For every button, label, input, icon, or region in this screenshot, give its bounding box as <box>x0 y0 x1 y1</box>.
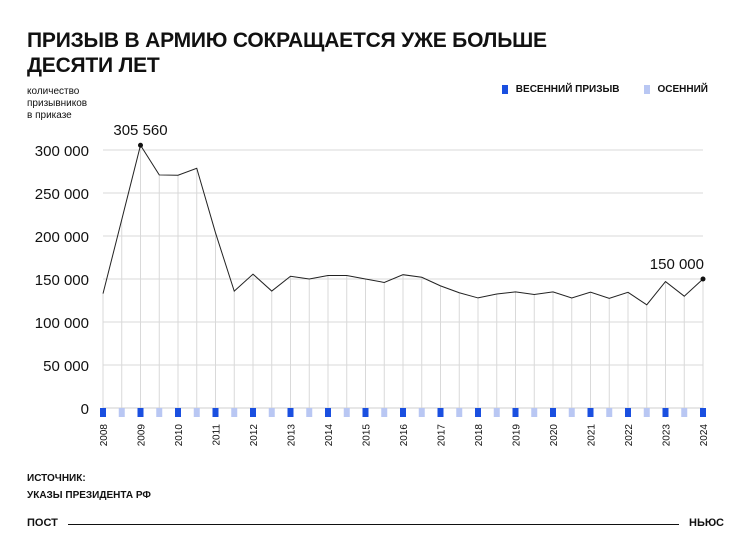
spring-marker <box>400 408 406 417</box>
autumn-marker <box>568 408 575 417</box>
legend-item-autumn: ОСЕННИЙ <box>643 84 709 95</box>
x-tick-label: 2015 <box>362 424 373 447</box>
x-tick-label: 2010 <box>174 424 185 447</box>
legend-label-spring: ВЕСЕННИЙ ПРИЗЫВ <box>515 84 620 95</box>
autumn-marker <box>343 408 350 417</box>
x-tick-label: 2011 <box>212 424 223 446</box>
autumn-marker <box>118 408 125 417</box>
legend-item-spring: ВЕСЕННИЙ ПРИЗЫВ <box>501 84 620 95</box>
spring-marker <box>512 408 519 417</box>
autumn-marker <box>681 408 688 417</box>
spring-marker <box>662 408 669 417</box>
spring-marker <box>137 408 144 417</box>
y-axis-label-line-2: призывников <box>27 98 88 109</box>
autumn-marker <box>193 408 200 417</box>
autumn-marker <box>231 408 238 417</box>
data-point-marker <box>138 142 143 148</box>
autumn-marker <box>456 408 463 417</box>
autumn-marker <box>643 408 650 417</box>
y-axis-label: количество призывников в приказе <box>27 86 147 122</box>
spring-marker <box>175 408 181 417</box>
autumn-marker <box>381 408 388 417</box>
source-text: УКАЗЫ ПРЕЗИДЕНТА РФ <box>27 490 151 501</box>
footer-brand-left: ПОСТ <box>27 517 58 529</box>
spring-marker <box>625 408 631 417</box>
data-label: 305 560 <box>113 122 167 139</box>
chart-legend: ВЕСЕННИЙ ПРИЗЫВ ОСЕННИЙ <box>501 84 709 95</box>
x-tick-label: 2016 <box>399 424 410 447</box>
autumn-marker <box>493 408 500 417</box>
x-tick-label: 2023 <box>662 424 673 447</box>
x-tick-label: 2013 <box>287 424 298 447</box>
x-tick-label: 2008 <box>99 424 110 447</box>
footer: ПОСТ НЬЮС <box>27 514 724 532</box>
autumn-marker <box>268 408 275 417</box>
legend-swatch-autumn <box>643 85 650 94</box>
spring-marker <box>100 408 106 417</box>
autumn-marker <box>156 408 163 417</box>
y-tick-label: 150 000 <box>35 272 89 289</box>
chart-title: ПРИЗЫВ В АРМИЮ СОКРАЩАЕТСЯ УЖЕ БОЛЬШЕ ДЕ… <box>27 28 587 78</box>
legend-swatch-spring <box>501 85 508 94</box>
source-note: ИСТОЧНИК: УКАЗЫ ПРЕЗИДЕНТА РФ <box>27 470 151 504</box>
x-tick-label: 2024 <box>699 424 710 447</box>
spring-marker <box>700 408 706 417</box>
spring-marker <box>287 408 294 417</box>
spring-marker <box>587 408 594 417</box>
autumn-marker <box>306 408 313 417</box>
y-tick-label: 0 <box>81 401 89 418</box>
x-tick-label: 2018 <box>474 424 485 447</box>
x-tick-label: 2017 <box>437 424 448 447</box>
line-chart: 0 50 000 100 000 150 000 200 000 250 000 300 0… <box>35 122 710 447</box>
chart-title-line-1: ПРИЗЫВ В АРМИЮ СОКРАЩАЕТСЯ УЖЕ БОЛЬШЕ <box>27 29 547 52</box>
footer-rule <box>67 523 679 525</box>
x-tick-label: 2014 <box>324 424 335 447</box>
chart-title-line-2: ДЕСЯТИ ЛЕТ <box>27 54 160 77</box>
x-tick-label: 2020 <box>549 424 560 447</box>
y-tick-label: 300 000 <box>35 143 89 160</box>
x-tick-label: 2022 <box>624 424 635 447</box>
autumn-marker <box>606 408 613 417</box>
data-label: 150 000 <box>650 256 704 273</box>
y-axis-label-line-1: количество <box>27 86 80 97</box>
y-axis-label-line-3: в приказе <box>27 110 72 121</box>
spring-marker <box>550 408 556 417</box>
spring-marker <box>362 408 369 417</box>
x-tick-label: 2019 <box>512 424 523 447</box>
data-point-marker <box>700 276 706 282</box>
spring-marker <box>437 408 444 417</box>
x-tick-label: 2021 <box>587 424 598 447</box>
x-tick-label: 2009 <box>137 424 148 447</box>
spring-marker <box>212 408 219 417</box>
footer-brand-right: НЬЮС <box>689 517 724 529</box>
spring-marker <box>250 408 256 417</box>
legend-label-autumn: ОСЕННИЙ <box>657 84 709 95</box>
source-label: ИСТОЧНИК: <box>27 473 86 484</box>
spring-marker <box>475 408 481 417</box>
series-line <box>102 143 704 306</box>
y-tick-label: 50 000 <box>43 358 89 375</box>
y-tick-label: 100 000 <box>35 315 89 332</box>
y-tick-label: 250 000 <box>35 186 89 203</box>
spring-marker <box>325 408 331 417</box>
autumn-marker <box>531 408 538 417</box>
x-tick-label: 2012 <box>249 424 260 447</box>
y-tick-label: 200 000 <box>35 229 89 246</box>
autumn-marker <box>418 408 425 417</box>
